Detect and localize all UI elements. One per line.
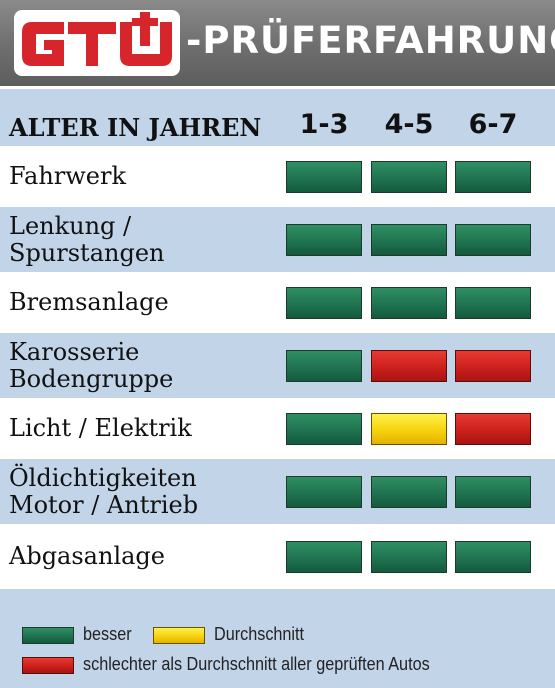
row-label: Bremsanlage (9, 288, 169, 316)
row-label: Karosserie Bodengruppe (9, 338, 174, 393)
rating-cell-besser (455, 287, 531, 319)
table-row: Öldichtigkeiten Motor / Antrieb (0, 461, 555, 522)
column-label-1-3: 1-3 (299, 109, 349, 140)
column-header-row: ALTER IN JAHREN 1-3 4-5 6-7 (0, 105, 555, 145)
header-banner: -PRÜFERFAHRUNG (0, 0, 555, 89)
rating-cell-besser (286, 413, 362, 445)
rating-cell-schlechter (455, 413, 531, 445)
legend-label-besser: besser (83, 624, 132, 644)
legend-swatch-durchschnitt (153, 627, 205, 644)
legend-label-schlechter: schlechter als Durchschnitt aller geprüf… (83, 654, 430, 674)
rating-cell-besser (286, 161, 362, 193)
row-label: Fahrwerk (9, 162, 127, 190)
rating-cell-besser (371, 224, 447, 256)
rating-cell-besser (371, 161, 447, 193)
table-row: Bremsanlage (0, 272, 555, 333)
rating-cell-besser (455, 476, 531, 508)
legend-label-durchschnitt: Durchschnitt (214, 624, 305, 644)
row-label: Lenkung / Spurstangen (9, 212, 165, 267)
rating-cell-besser (286, 541, 362, 573)
row-header-label: ALTER IN JAHREN (9, 113, 262, 142)
legend: besser Durchschnitt schlechter als Durch… (0, 604, 555, 688)
rating-cell-besser (371, 287, 447, 319)
gtue-logo-graphic (22, 12, 172, 66)
row-label: Licht / Elektrik (9, 414, 192, 442)
rating-cell-besser (286, 287, 362, 319)
rating-cell-schlechter (455, 350, 531, 382)
rating-cell-besser (286, 224, 362, 256)
gtue-logo (14, 10, 180, 76)
rating-cell-besser (455, 224, 531, 256)
header-title: -PRÜFERFAHRUNG (186, 19, 555, 62)
legend-swatch-besser (22, 627, 74, 644)
rating-cell-schlechter (371, 350, 447, 382)
rating-cell-durchschnitt (371, 413, 447, 445)
table-row: Karosserie Bodengruppe (0, 335, 555, 396)
column-label-6-7: 6-7 (468, 109, 518, 140)
rating-cell-besser (286, 476, 362, 508)
legend-swatch-schlechter (22, 657, 74, 674)
row-label: Öldichtigkeiten Motor / Antrieb (9, 464, 199, 519)
table-row: Fahrwerk (0, 146, 555, 207)
table-row: Lenkung / Spurstangen (0, 209, 555, 270)
rating-cell-besser (455, 161, 531, 193)
rating-cell-besser (286, 350, 362, 382)
table-row: Abgasanlage (0, 524, 555, 589)
rating-cell-besser (371, 476, 447, 508)
row-label: Abgasanlage (9, 542, 165, 570)
rating-cell-besser (455, 541, 531, 573)
rating-cell-besser (371, 541, 447, 573)
column-label-4-5: 4-5 (384, 109, 434, 140)
table-row: Licht / Elektrik (0, 398, 555, 459)
